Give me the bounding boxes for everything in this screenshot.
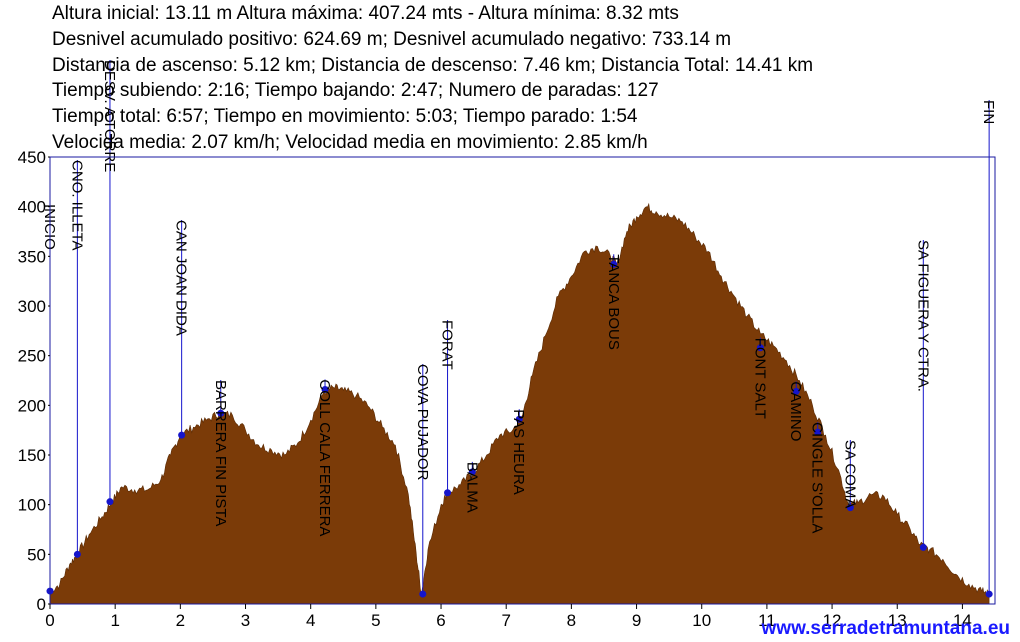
- x-tick-label: 0: [45, 611, 54, 630]
- waypoint-marker: [73, 550, 81, 558]
- waypoint-label: FONT SALT: [751, 338, 768, 419]
- waypoint-7: FORAT: [439, 320, 456, 497]
- y-tick-label: 150: [18, 446, 46, 465]
- x-tick-label: 14: [953, 611, 972, 630]
- waypoint-marker: [217, 409, 225, 417]
- waypoint-label: CINGLE S'OLLA: [809, 422, 826, 533]
- summary-line-altitudes: Altura inicial: 13.11 m Altura máxima: 4…: [52, 3, 679, 24]
- y-tick-label: 350: [18, 247, 46, 266]
- waypoint-16: FIN: [980, 100, 997, 598]
- y-tick-label: 400: [18, 198, 46, 217]
- x-tick-label: 7: [501, 611, 510, 630]
- waypoint-label: SA COMA: [841, 440, 858, 508]
- y-tick-label: 200: [18, 396, 46, 415]
- waypoint-marker: [756, 344, 764, 352]
- waypoint-10: TANCA BOUS: [605, 254, 622, 350]
- y-tick-label: 250: [18, 347, 46, 366]
- y-tick-label: 50: [27, 545, 46, 564]
- waypoint-label: FIN: [980, 100, 997, 124]
- waypoint-label: FORAT: [439, 320, 456, 370]
- x-tick-label: 12: [823, 611, 842, 630]
- waypoint-label: TANCA BOUS: [605, 254, 622, 350]
- waypoint-5: COLL CALA FERRERA: [316, 379, 333, 536]
- waypoint-label: CNO. ILLETA: [68, 160, 85, 251]
- waypoint-marker: [985, 590, 993, 598]
- waypoint-12: CAMINO: [787, 381, 804, 441]
- waypoint-marker: [419, 590, 427, 598]
- x-tick-label: 13: [888, 611, 907, 630]
- x-tick-label: 6: [436, 611, 445, 630]
- waypoint-marker: [919, 543, 927, 551]
- waypoint-label: COVA PUJADOR: [414, 364, 431, 481]
- plot-frame: [49, 156, 996, 605]
- y-tick-label: 0: [37, 595, 46, 614]
- waypoint-marker: [468, 468, 476, 476]
- x-tick-label: 3: [241, 611, 250, 630]
- waypoint-marker: [321, 385, 329, 393]
- waypoint-marker: [792, 387, 800, 395]
- x-tick-label: 2: [176, 611, 185, 630]
- waypoint-8: BALMA: [463, 461, 480, 513]
- waypoint-1: CNO. ILLETA: [68, 160, 85, 558]
- waypoint-marker: [178, 431, 186, 439]
- waypoint-label: BALMA: [463, 462, 480, 513]
- waypoint-2: DESV. A TORRE: [101, 60, 118, 506]
- waypoint-marker: [610, 260, 618, 268]
- waypoint-14: SA COMA: [841, 440, 858, 512]
- waypoint-15: SA FIGUERA Y CTRA.: [914, 240, 931, 551]
- summary-line-speeds: Velocida media: 2.07 km/h; Velocidad med…: [52, 131, 648, 153]
- y-tick-label: 100: [18, 496, 46, 515]
- waypoint-marker: [515, 415, 523, 423]
- website-watermark: www.serradetramuntana.eu: [761, 618, 1010, 639]
- x-tick-label: 11: [758, 611, 776, 630]
- summary-line-climb-times: Tiempo subiendo: 2:16; Tiempo bajando: 2…: [52, 80, 659, 102]
- summary-line-elevation-gain: Desnivel acumulado positivo: 624.69 m; D…: [52, 28, 732, 50]
- waypoint-3: CAN JOAN DIDA: [173, 220, 190, 439]
- waypoint-marker: [444, 489, 452, 497]
- waypoint-label: BARRERA FIN PISTA: [212, 380, 229, 526]
- waypoint-label: CAMINO: [787, 381, 804, 441]
- x-tick-label: 10: [692, 611, 711, 630]
- track-summary: Altura inicial: 13.11 m Altura máxima: 4…: [52, 1, 813, 156]
- elevation-area-layer: [49, 202, 990, 605]
- x-tick-label: 1: [110, 611, 119, 630]
- waypoint-label: SA FIGUERA Y CTRA.: [914, 240, 931, 392]
- waypoint-13: CINGLE S'OLLA: [809, 422, 826, 533]
- waypoint-marker: [106, 498, 114, 506]
- waypoint-11: FONT SALT: [751, 337, 768, 419]
- waypoint-6: COVA PUJADOR: [414, 364, 431, 598]
- waypoint-label: PAS HEURA: [510, 409, 527, 495]
- summary-line-total-times: Tiempo total: 6:57; Tiempo en movimiento…: [52, 106, 638, 128]
- elevation-area: [49, 202, 990, 605]
- x-tick-label: 4: [306, 611, 315, 630]
- waypoint-label: COLL CALA FERRERA: [316, 379, 333, 536]
- waypoint-4: BARRERA FIN PISTA: [212, 380, 229, 526]
- y-tick-label: 300: [18, 297, 46, 316]
- summary-line-distances: Distancia de ascenso: 5.12 km; Distancia…: [52, 54, 814, 76]
- y-axis-ticks: 0 50 100 150 200 250 300 350 400 450: [18, 148, 50, 614]
- x-axis-ticks: 0 1 2 3 4 5 6 7 8 9 10 11 12 13 14: [45, 604, 972, 630]
- waypoint-label: CAN JOAN DIDA: [173, 220, 190, 336]
- waypoint-label: DESV. A TORRE: [101, 60, 118, 172]
- waypoint-9: PAS HEURA: [510, 409, 527, 495]
- y-tick-label: 450: [18, 148, 46, 167]
- x-tick-label: 5: [371, 611, 380, 630]
- waypoint-marker: [814, 428, 822, 436]
- x-tick-label: 8: [567, 611, 576, 630]
- waypoint-marker: [846, 504, 854, 512]
- x-tick-label: 9: [632, 611, 641, 630]
